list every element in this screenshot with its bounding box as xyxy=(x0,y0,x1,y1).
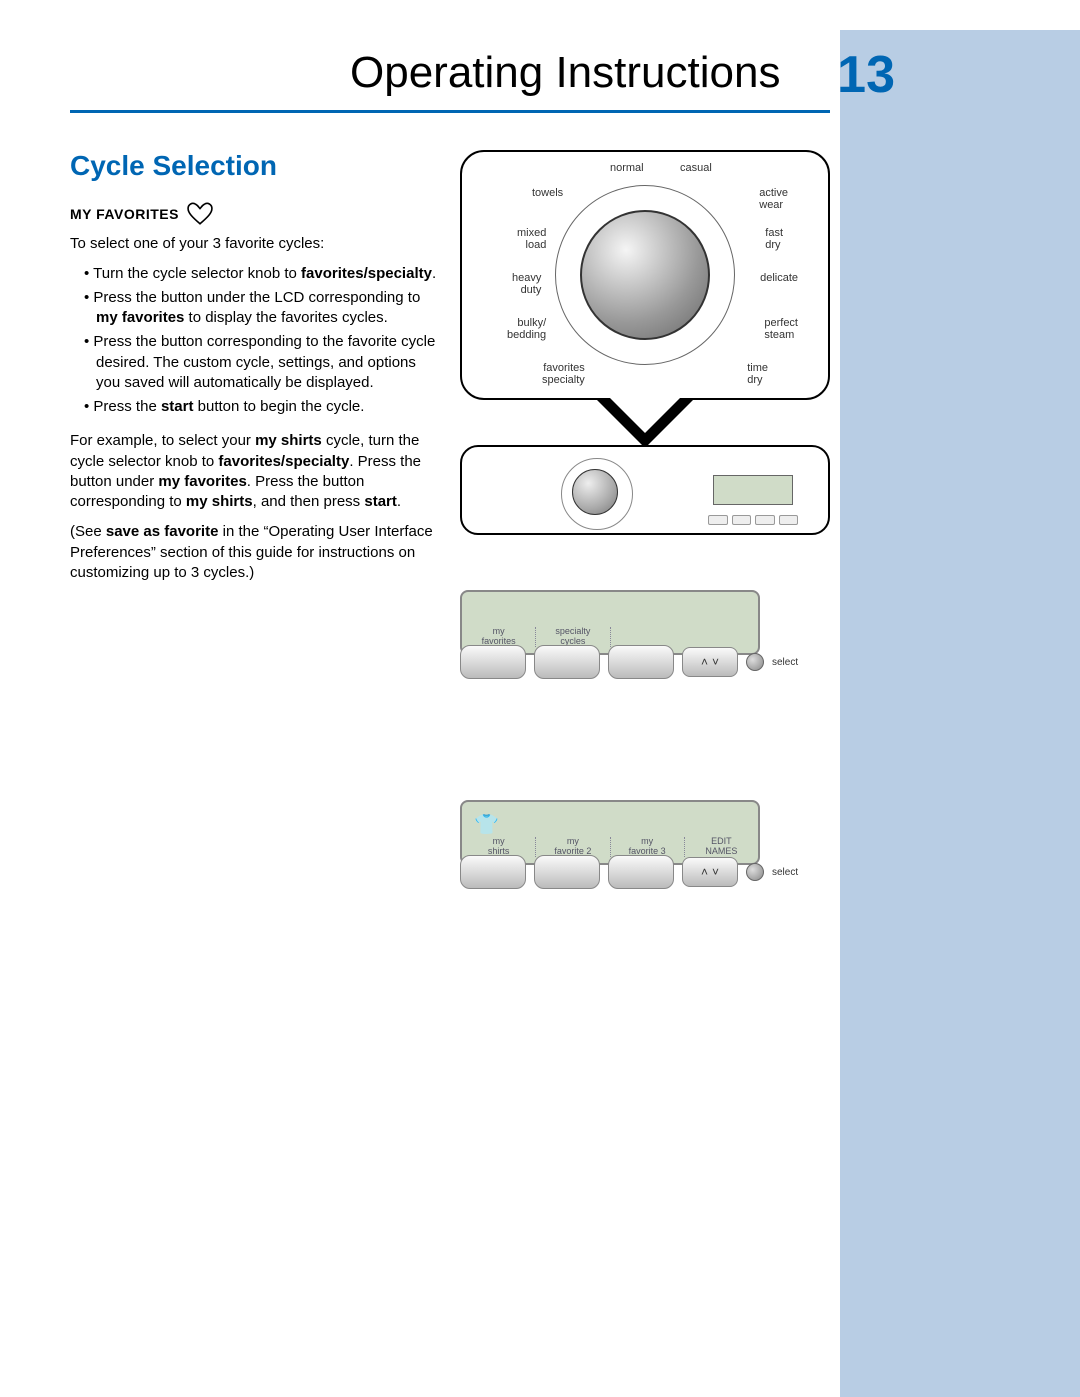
soft-button-1 xyxy=(460,645,526,679)
dial-label-perfect-steam: perfectsteam xyxy=(764,317,798,341)
dial-label-casual: casual xyxy=(680,162,712,174)
header-rule xyxy=(70,110,830,113)
see-paragraph: (See save as favorite in the “Operating … xyxy=(70,522,440,583)
section-title: Cycle Selection xyxy=(70,150,440,182)
subheading-my-favorites: MY FAVORITES xyxy=(70,202,440,226)
soft-button-3 xyxy=(608,645,674,679)
shirt-heart-icon: 👕 xyxy=(474,812,499,837)
text-bold: my favorites xyxy=(96,309,184,326)
dial-knob xyxy=(580,210,710,340)
text: Press the xyxy=(93,398,161,415)
text-bold: favorites/specialty xyxy=(301,265,432,282)
text: to display the favorites cycles. xyxy=(184,309,387,326)
text: Press the button under the LCD correspon… xyxy=(93,289,420,306)
example-paragraph: For example, to select your my shirts cy… xyxy=(70,431,440,512)
dial-label-fast-dry: fastdry xyxy=(765,227,783,251)
text: button to begin the cycle. xyxy=(193,398,364,415)
page-number: 13 xyxy=(837,45,895,105)
up-down-button: ˄ ˅ xyxy=(682,647,738,677)
instruction-item: Press the start button to begin the cycl… xyxy=(84,397,440,417)
chevron-down-icon: ˅ xyxy=(712,865,719,879)
chevron-up-icon: ˄ xyxy=(701,655,708,669)
subheading-label: MY FAVORITES xyxy=(70,206,179,222)
dial-label-active-wear: activewear xyxy=(759,187,788,211)
select-label: select xyxy=(772,657,798,668)
callout-arrow-icon xyxy=(595,398,695,448)
content-area: Cycle Selection MY FAVORITES To select o… xyxy=(70,150,830,593)
instruction-item: Press the button corresponding to the fa… xyxy=(84,332,440,393)
cycle-dial-diagram: normal casual towels activewear mixedloa… xyxy=(460,150,830,400)
dial-label-time-dry: timedry xyxy=(747,362,768,386)
button-row-1: ˄ ˅ select xyxy=(460,645,830,679)
select-button xyxy=(746,863,764,881)
soft-button-2 xyxy=(534,645,600,679)
dial-label-bulky-bedding: bulky/bedding xyxy=(507,317,546,341)
mini-dial-icon xyxy=(572,469,618,515)
mini-buttons-icon xyxy=(708,515,798,525)
right-column: normal casual towels activewear mixedloa… xyxy=(460,150,830,593)
chevron-up-icon: ˄ xyxy=(701,865,708,879)
instruction-item: Turn the cycle selector knob to favorite… xyxy=(84,264,440,284)
text: Turn the cycle selector knob to xyxy=(93,265,301,282)
intro-text: To select one of your 3 favorite cycles: xyxy=(70,234,440,254)
chevron-down-icon: ˅ xyxy=(712,655,719,669)
dial-label-normal: normal xyxy=(610,162,644,174)
select-label: select xyxy=(772,867,798,878)
left-column: Cycle Selection MY FAVORITES To select o… xyxy=(70,150,460,593)
instruction-list: Turn the cycle selector knob to favorite… xyxy=(70,264,440,418)
text: . xyxy=(432,265,436,282)
dial-label-towels: towels xyxy=(532,187,563,199)
instruction-item: Press the button under the LCD correspon… xyxy=(84,288,440,329)
mini-display-icon xyxy=(713,475,793,505)
page-title: Operating Instructions xyxy=(350,48,780,98)
button-row-2: ˄ ˅ select xyxy=(460,855,830,889)
control-panel-diagram xyxy=(460,445,830,535)
dial-label-mixed-load: mixedload xyxy=(517,227,546,251)
dial-label-heavy-duty: heavyduty xyxy=(512,272,541,296)
select-button xyxy=(746,653,764,671)
soft-button-3 xyxy=(608,855,674,889)
text-bold: start xyxy=(161,398,194,415)
soft-button-2 xyxy=(534,855,600,889)
up-down-button: ˄ ˅ xyxy=(682,857,738,887)
heart-icon xyxy=(187,202,213,226)
dial-label-favorites-specialty: favoritesspecialty xyxy=(542,362,585,386)
soft-button-1 xyxy=(460,855,526,889)
page-number-sidebar xyxy=(840,30,1080,1397)
dial-label-delicate: delicate xyxy=(760,272,798,284)
